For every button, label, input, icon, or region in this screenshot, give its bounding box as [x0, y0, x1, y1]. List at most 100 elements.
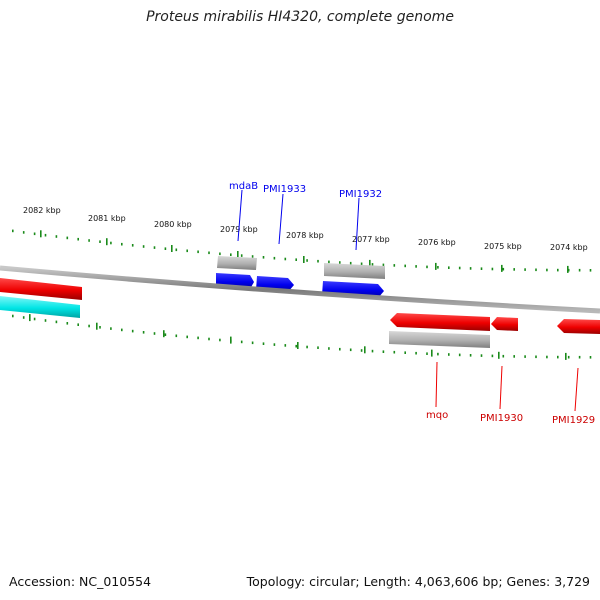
scale-tick-major	[364, 346, 366, 354]
leader-line-pmi1930	[499, 365, 503, 410]
scale-tick-minor	[55, 235, 58, 238]
lower-scale-ticks	[12, 314, 592, 360]
scale-tick-minor	[44, 319, 47, 322]
scale-tick-minor	[284, 344, 287, 347]
scale-tick-minor	[186, 335, 188, 339]
label-leaders	[237, 189, 579, 412]
scale-tick-minor	[578, 268, 581, 272]
scale-tick-minor	[404, 264, 406, 268]
scale-tick-minor	[469, 354, 472, 357]
scale-tick-minor	[546, 355, 548, 359]
scale-tick-major	[431, 349, 433, 357]
scale-tick-minor	[142, 331, 145, 334]
scale-tick-minor	[491, 354, 494, 358]
leader-line-mdab	[237, 189, 243, 242]
kbp-label: 2082 kbp	[23, 206, 61, 215]
scale-tick-minor	[240, 254, 243, 257]
scale-tick-minor	[251, 255, 254, 258]
scale-tick-minor	[66, 236, 69, 240]
scale-tick-minor	[295, 258, 297, 261]
scale-tick-major	[40, 230, 42, 238]
leader-line-pmi1932	[355, 197, 360, 251]
scale-tick-minor	[142, 245, 145, 248]
genome-title: Proteus mirabilis HI4320, complete genom…	[146, 9, 454, 25]
upper-scale-ticks	[12, 229, 592, 273]
leader-line-pmi1929	[574, 367, 579, 412]
scale-tick-major	[106, 238, 108, 246]
scale-tick-minor	[524, 355, 526, 358]
scale-tick-minor	[491, 267, 494, 271]
scale-tick-minor	[164, 247, 167, 250]
scale-tick-minor	[77, 323, 79, 326]
scale-tick-minor	[66, 322, 69, 325]
scale-tick-minor	[480, 267, 483, 270]
gene-reverse-left[interactable]	[0, 278, 82, 300]
feature-rna-left[interactable]	[0, 296, 80, 318]
scale-tick-minor	[55, 320, 58, 324]
scale-tick-minor	[131, 329, 134, 333]
scale-tick-minor	[131, 244, 134, 247]
gene-label-pmi1933[interactable]: PMI1933	[263, 184, 306, 195]
feature-gray-mdab[interactable]	[217, 256, 257, 270]
scale-tick-minor	[44, 233, 47, 237]
scale-tick-major	[230, 336, 232, 344]
scale-tick-minor	[546, 268, 548, 272]
scale-tick-minor	[382, 350, 385, 353]
scale-tick-minor	[306, 345, 308, 349]
scale-tick-minor	[371, 263, 374, 266]
scale-tick-minor	[426, 352, 428, 355]
scale-tick-minor	[164, 333, 167, 336]
scale-tick-minor	[328, 347, 330, 350]
scale-tick-major	[435, 262, 437, 270]
scale-tick-minor	[448, 353, 450, 356]
scale-tick-minor	[110, 241, 112, 245]
kbp-label: 2075 kbp	[484, 242, 522, 251]
scale-tick-minor	[557, 355, 559, 359]
gene-label-pmi1929[interactable]: PMI1929	[552, 415, 595, 426]
scale-tick-minor	[99, 326, 101, 329]
scale-tick-minor	[393, 350, 396, 354]
gene-label-mqo[interactable]: mqo	[426, 410, 448, 421]
scale-tick-minor	[33, 317, 36, 321]
scale-tick-minor	[426, 265, 428, 269]
scale-tick-minor	[371, 349, 374, 353]
feature-gray-pmi1932[interactable]	[324, 263, 385, 279]
feature-gray-mqo[interactable]	[389, 331, 490, 348]
scale-tick-minor	[197, 336, 199, 340]
scale-tick-minor	[33, 232, 36, 236]
scale-tick-major	[237, 251, 239, 258]
scale-tick-minor	[448, 266, 450, 269]
gene-reverse-mqo[interactable]	[390, 313, 490, 331]
kbp-label: 2081 kbp	[88, 214, 126, 223]
scale-tick-minor	[262, 342, 265, 345]
leader-line-pmi1933	[278, 193, 284, 245]
scale-tick-minor	[535, 268, 537, 272]
scale-tick-minor	[513, 268, 515, 271]
scale-tick-minor	[360, 262, 363, 266]
genome-backbone	[0, 265, 600, 314]
scale-tick-minor	[535, 355, 537, 359]
gene-label-mdab[interactable]: mdaB	[229, 181, 258, 192]
gene-label-pmi1932[interactable]: PMI1932	[339, 189, 382, 200]
scale-tick-minor	[186, 249, 188, 253]
scale-tick-minor	[404, 351, 406, 354]
scale-tick-major	[163, 330, 165, 338]
gene-label-pmi1930[interactable]: PMI1930	[480, 413, 523, 424]
scale-tick-minor	[77, 237, 79, 241]
scale-tick-minor	[502, 267, 505, 271]
scale-tick-minor	[22, 316, 25, 319]
scale-tick-minor	[557, 268, 559, 272]
scale-tick-major	[498, 351, 500, 359]
scale-tick-minor	[12, 229, 14, 233]
scale-tick-minor	[121, 328, 123, 332]
scale-tick-minor	[175, 334, 178, 338]
scale-tick-minor	[240, 340, 243, 344]
scale-tick-minor	[524, 268, 526, 271]
scale-tick-major	[303, 256, 305, 263]
gene-reverse-pmi1929[interactable]	[557, 319, 600, 334]
scale-tick-minor	[502, 354, 505, 358]
scale-tick-minor	[589, 356, 592, 359]
gene-reverse-pmi1930[interactable]	[491, 317, 518, 331]
